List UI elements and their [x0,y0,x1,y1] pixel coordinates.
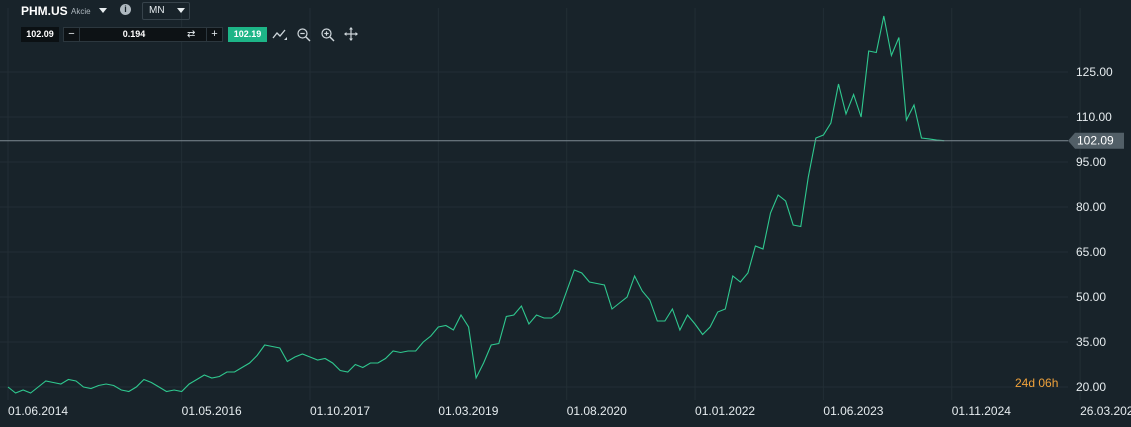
y-tick-label: 20.00 [1076,380,1106,394]
price-series-line [7,15,945,394]
x-tick-label: 01.03.2019 [438,404,498,418]
x-tick-label: 26.03.2026 [1080,404,1131,418]
chart-type-icon[interactable] [272,27,288,43]
x-tick-label: 01.06.2023 [823,404,883,418]
chart-toolbar: PHM.US Akcie i MN 102.09 − 0.194 ⇄ + 102… [0,0,400,48]
x-tick-label: 01.10.2017 [310,404,370,418]
y-tick-label: 110.00 [1076,110,1112,124]
timeframe-value: MN [149,5,165,16]
x-axis-labels: 01.06.2014 01.05.2016 01.10.2017 01.03.2019… [8,404,1131,418]
x-tick-label: 01.11.2024 [952,404,1011,418]
increase-volume-button[interactable]: + [206,28,222,41]
instrument-type-label: Akcie [71,7,91,16]
candle-countdown: 24d 06h [1015,376,1059,390]
symbol-label[interactable]: PHM.US [21,4,68,18]
y-tick-label: 125.00 [1076,65,1113,79]
chevron-down-icon[interactable] [99,8,107,13]
x-tick-label: 01.01.2022 [695,404,755,418]
volume-stepper[interactable]: − 0.194 ⇄ + [63,27,223,42]
zoom-out-icon[interactable] [296,27,312,43]
sell-price-button[interactable]: 102.09 [21,27,59,42]
y-tick-label: 80.00 [1076,200,1106,214]
y-tick-label: 65.00 [1076,245,1106,259]
zoom-in-icon[interactable] [320,27,336,43]
x-tick-label: 01.05.2016 [182,404,242,418]
chart-grid [0,8,1081,400]
y-axis-labels: 20.00 35.00 50.00 65.00 80.00 95.00 110.00 125.… [1076,65,1113,394]
volume-input[interactable]: 0.194 [122,29,146,39]
x-tick-label: 01.08.2020 [567,404,627,418]
y-tick-label: 35.00 [1076,335,1106,349]
swap-icon[interactable]: ⇄ [187,29,196,40]
current-price-label: 102.09 [1068,132,1124,149]
buy-price-button[interactable]: 102.19 [228,27,267,42]
decrease-volume-button[interactable]: − [64,28,80,41]
y-tick-label: 50.00 [1076,290,1106,304]
current-price-value: 102.09 [1077,134,1114,148]
chevron-down-icon [177,8,185,13]
timeframe-select[interactable]: MN [142,2,190,20]
x-tick-label: 01.06.2014 [8,404,68,418]
y-tick-label: 95.00 [1076,155,1106,169]
info-icon[interactable]: i [120,4,131,15]
crosshair-icon[interactable] [344,27,360,43]
